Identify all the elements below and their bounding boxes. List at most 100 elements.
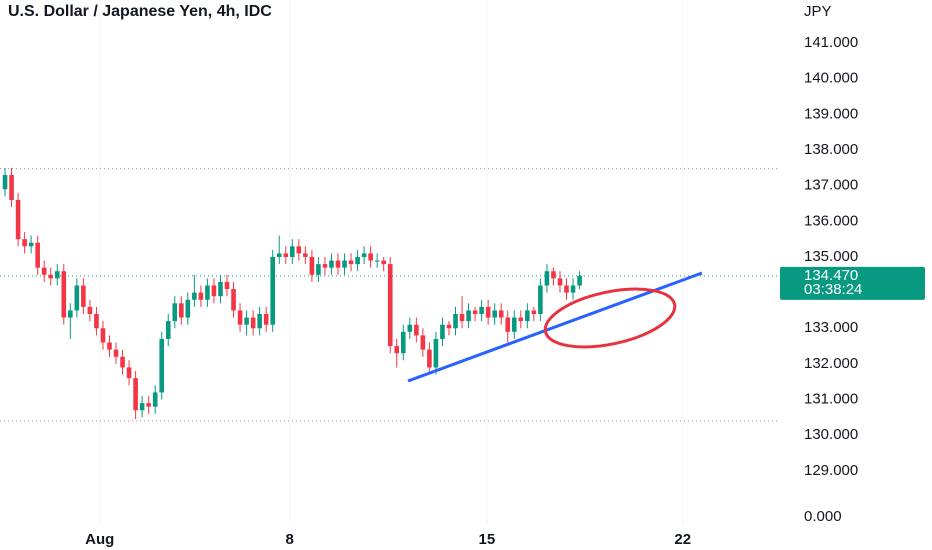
candle-body — [414, 324, 419, 336]
candle-body — [94, 314, 99, 329]
candle-body — [381, 260, 386, 265]
candle-body — [270, 256, 276, 325]
candle-body — [211, 285, 217, 297]
y-tick-label: 138.000 — [804, 141, 858, 158]
currency-label: JPY — [804, 3, 832, 20]
candle-body — [368, 253, 373, 261]
y-tick-label: 139.000 — [804, 105, 858, 122]
y-tick-label: 135.000 — [804, 248, 858, 265]
y-tick-label: 129.000 — [804, 462, 858, 479]
chart-title: U.S. Dollar / Japanese Yen, 4h, IDC — [8, 3, 272, 20]
candle-body — [2, 175, 8, 190]
candle-body — [231, 289, 236, 311]
candle-body — [407, 324, 413, 332]
candle-body — [433, 338, 439, 368]
candle-body — [466, 310, 471, 322]
y-tick-label: 0.000 — [804, 508, 842, 525]
y-tick-label: 137.000 — [804, 177, 858, 194]
candle-body — [342, 260, 347, 268]
candle-body — [570, 285, 576, 293]
y-tick-label: 130.000 — [804, 426, 858, 443]
candle-body — [498, 310, 504, 318]
candle-body — [296, 246, 302, 254]
candle-body — [250, 317, 256, 329]
candle-body — [22, 239, 27, 247]
candle-body — [472, 310, 478, 315]
candle-body — [120, 356, 125, 368]
candle-body — [440, 324, 445, 339]
candle-body — [107, 342, 112, 350]
candle-body — [257, 314, 262, 329]
candle-body — [564, 285, 569, 293]
candle-body — [505, 317, 511, 332]
candle-body — [100, 328, 106, 343]
y-tick-label: 141.000 — [804, 34, 858, 51]
candle-body — [361, 253, 367, 257]
candle-body — [139, 403, 145, 411]
countdown-label: 03:38:24 — [804, 281, 862, 298]
candle-body — [237, 310, 243, 325]
candle-body — [146, 403, 151, 407]
x-tick-label: 22 — [674, 531, 691, 548]
candle-body — [126, 367, 132, 379]
candle-body — [28, 242, 34, 247]
candle-body — [309, 256, 315, 275]
candle-body — [68, 310, 73, 318]
candle-body — [387, 264, 393, 347]
candle-body — [165, 321, 171, 339]
candle-body — [133, 378, 138, 411]
candle-body — [87, 306, 93, 315]
last-price-label: 134.470 — [804, 267, 858, 284]
candle-body — [61, 271, 67, 318]
candle-body — [492, 310, 497, 318]
candle-body — [9, 175, 14, 200]
candle-body — [185, 299, 191, 318]
y-tick-label: 136.000 — [804, 212, 858, 229]
candle-body — [538, 285, 543, 315]
candle-body — [54, 271, 60, 279]
candle-body — [479, 306, 484, 315]
candle-body — [446, 324, 452, 329]
price-label-box — [780, 266, 925, 300]
candle-body — [329, 260, 334, 268]
candle-body — [276, 253, 282, 257]
candle-body — [394, 346, 400, 354]
candle-body — [551, 271, 556, 279]
candle-body — [113, 349, 119, 357]
candle-body — [511, 317, 517, 332]
y-tick-label: 131.000 — [804, 391, 858, 408]
candle-body — [400, 331, 406, 354]
candle-body — [485, 306, 491, 318]
candle-body — [303, 253, 308, 257]
candle-body — [205, 285, 210, 300]
candle-body — [218, 281, 223, 297]
x-tick-label: 15 — [479, 531, 496, 548]
candle-body — [35, 242, 40, 268]
candle-body — [244, 317, 249, 325]
candle-body — [355, 256, 360, 265]
candle-body — [81, 285, 86, 307]
candle-body — [172, 303, 178, 322]
x-tick-label: 8 — [286, 531, 294, 548]
candle-body — [289, 246, 295, 257]
candle-body — [74, 285, 80, 311]
candle-body — [152, 392, 158, 407]
candle-body — [283, 253, 289, 257]
candle-body — [518, 317, 524, 322]
candle-body — [531, 310, 537, 315]
candle-body — [525, 310, 530, 322]
candle-body — [420, 335, 426, 350]
candle-body — [557, 278, 563, 286]
candle-body — [348, 260, 354, 265]
candle-body — [41, 267, 47, 275]
candle-body — [159, 338, 165, 393]
candle-body — [322, 264, 328, 268]
candle-body — [224, 281, 230, 290]
candle-body — [316, 264, 321, 275]
candle-body — [577, 275, 582, 286]
candle-body — [48, 274, 54, 279]
candle-body — [15, 199, 21, 240]
y-tick-label: 132.000 — [804, 355, 858, 372]
candle-body — [179, 303, 184, 318]
